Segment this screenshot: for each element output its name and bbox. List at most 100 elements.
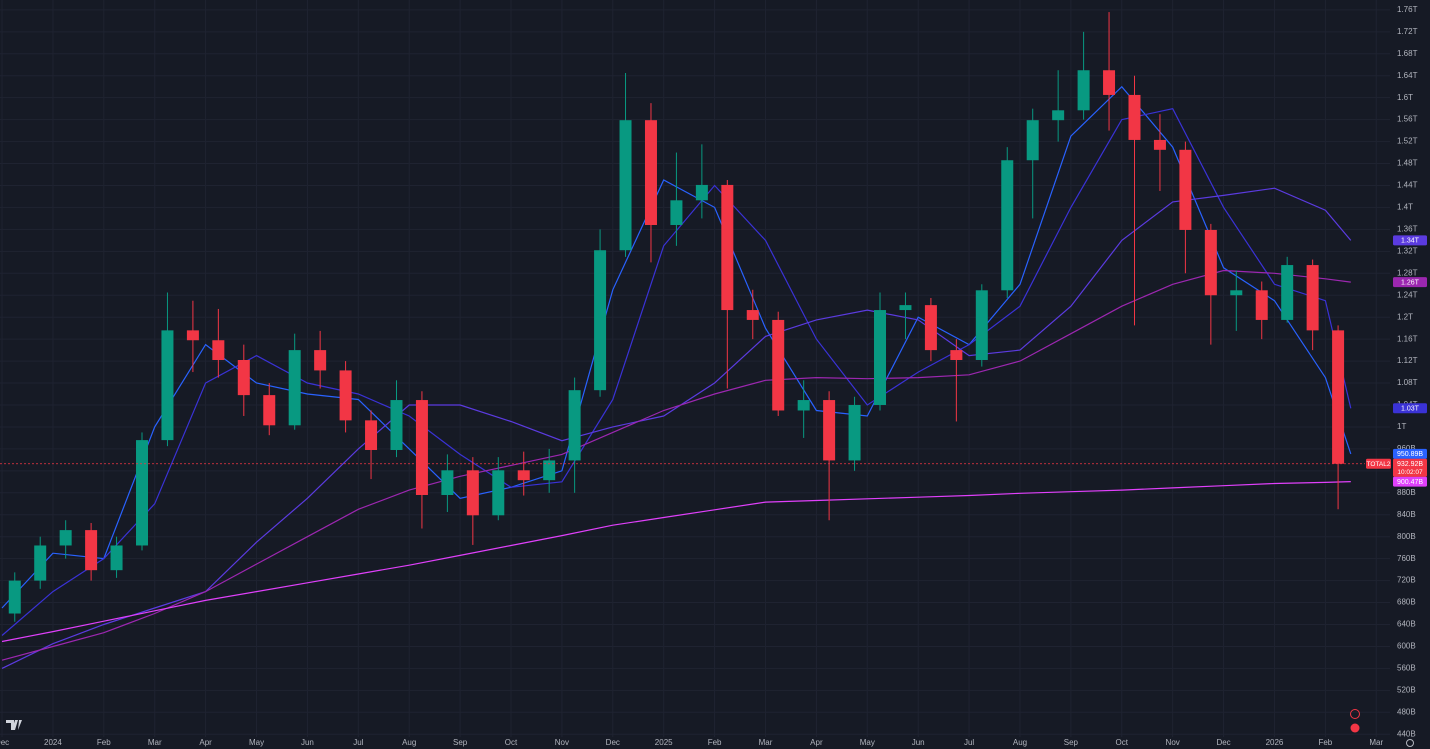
moving-average-line bbox=[1, 85, 1352, 609]
x-tick-label: 2024 bbox=[44, 738, 62, 747]
y-tick-label: 1.12T bbox=[1397, 356, 1418, 365]
candle-body bbox=[85, 530, 98, 571]
candle-body bbox=[924, 305, 937, 351]
x-tick-label: Jun bbox=[912, 738, 925, 747]
tradingview-logo bbox=[6, 720, 22, 730]
x-tick-label: Nov bbox=[555, 738, 569, 747]
candle-body bbox=[339, 370, 352, 421]
y-tick-label: 1.48T bbox=[1397, 159, 1418, 168]
candle-body bbox=[543, 460, 556, 481]
y-tick-label: 1T bbox=[1397, 422, 1406, 431]
y-tick-label: 560B bbox=[1397, 664, 1416, 673]
candle-body bbox=[1332, 330, 1345, 464]
candle-body bbox=[186, 330, 199, 341]
candle-body bbox=[1103, 70, 1116, 95]
y-tick-label: 720B bbox=[1397, 576, 1416, 585]
x-tick-label: Mar bbox=[148, 738, 162, 747]
y-tick-label: 1.24T bbox=[1397, 290, 1418, 299]
symbol-tag bbox=[1366, 458, 1391, 469]
y-tick-label: 800B bbox=[1397, 532, 1416, 541]
y-tick-label: 1.44T bbox=[1397, 181, 1418, 190]
candle-body bbox=[8, 580, 21, 614]
candle-body bbox=[797, 400, 810, 411]
y-tick-label: 1.52T bbox=[1397, 137, 1418, 146]
x-tick-label: Dec bbox=[1216, 738, 1230, 747]
price-tag bbox=[1393, 448, 1427, 459]
price-tag bbox=[1393, 458, 1427, 477]
price-tag bbox=[1393, 235, 1427, 246]
candle-body bbox=[823, 400, 836, 461]
y-tick-label: 1.6T bbox=[1397, 93, 1413, 102]
x-tick-label: Nov bbox=[1166, 738, 1180, 747]
price-tag-label: 1.26T bbox=[1401, 279, 1420, 286]
y-tick-label: 760B bbox=[1397, 554, 1416, 563]
candle-body bbox=[950, 350, 963, 360]
y-tick-label: 1.16T bbox=[1397, 334, 1418, 343]
candle-body bbox=[1001, 160, 1014, 291]
price-tag bbox=[1393, 403, 1427, 414]
candle-body bbox=[1179, 149, 1192, 230]
x-tick-label: Jun bbox=[301, 738, 314, 747]
price-tag-label: 932.92B bbox=[1397, 461, 1423, 468]
candle-body bbox=[1026, 120, 1039, 161]
candle-body bbox=[390, 400, 403, 450]
candle-body bbox=[237, 359, 250, 396]
candle-body bbox=[212, 340, 225, 360]
y-tick-label: 520B bbox=[1397, 685, 1416, 694]
moving-average-line bbox=[1, 269, 1351, 661]
candle-body bbox=[466, 470, 479, 516]
candle-body bbox=[1306, 265, 1319, 331]
candle-body bbox=[365, 420, 378, 450]
x-tick-label: Oct bbox=[1116, 738, 1129, 747]
x-tick-label: Aug bbox=[1013, 738, 1027, 747]
candle-body bbox=[1204, 229, 1217, 296]
x-tick-label: Jul bbox=[964, 738, 974, 747]
y-tick-label: 440B bbox=[1397, 729, 1416, 738]
x-tick-label: May bbox=[249, 738, 264, 747]
candle-body bbox=[594, 250, 607, 391]
y-tick-label: 1.4T bbox=[1397, 203, 1413, 212]
x-tick-label: Apr bbox=[199, 738, 212, 747]
y-tick-label: 1.2T bbox=[1397, 312, 1413, 321]
candle-body bbox=[568, 390, 581, 461]
price-tag-label: 1.03T bbox=[1401, 406, 1420, 413]
y-tick-label: 1.36T bbox=[1397, 224, 1418, 233]
candle-body bbox=[415, 400, 428, 495]
axes: 440B 480B 520B 560B 600B 640B 680B 720B 760B 800B… bbox=[0, 5, 1427, 747]
candle-body bbox=[1255, 290, 1268, 320]
countdown-label: 10:02:07 bbox=[1397, 469, 1423, 476]
price-tag-label: 900.47B bbox=[1397, 479, 1423, 486]
y-tick-label: 1.08T bbox=[1397, 378, 1418, 387]
candles bbox=[8, 12, 1345, 622]
y-tick-label: 480B bbox=[1397, 707, 1416, 716]
price-tag bbox=[1393, 277, 1427, 288]
y-tick-label: 640B bbox=[1397, 620, 1416, 629]
candle-body bbox=[670, 200, 683, 225]
x-tick-label: 2025 bbox=[655, 738, 673, 747]
candle-body bbox=[899, 305, 912, 311]
candle-body bbox=[1052, 110, 1065, 121]
candle-body bbox=[772, 319, 785, 411]
candle-body bbox=[619, 120, 632, 251]
y-tick-label: 840B bbox=[1397, 510, 1416, 519]
candle-body bbox=[136, 440, 149, 546]
moving-average-line bbox=[1, 481, 1351, 643]
candle-body bbox=[746, 310, 759, 320]
moving-average-line bbox=[1, 108, 1352, 636]
toolbar-icons[interactable] bbox=[1350, 709, 1414, 747]
grid bbox=[0, 0, 1390, 737]
x-tick-label: Dec bbox=[606, 738, 620, 747]
candle-body bbox=[161, 330, 174, 441]
x-tick-label: Mar bbox=[759, 738, 773, 747]
x-tick-label: Apr bbox=[810, 738, 823, 747]
x-tick-label: May bbox=[860, 738, 875, 747]
y-tick-label: 1.68T bbox=[1397, 49, 1418, 58]
x-tick-label: Oct bbox=[505, 738, 518, 747]
candle-body bbox=[59, 530, 72, 546]
candle-body bbox=[441, 470, 454, 495]
candle-body bbox=[492, 470, 505, 516]
candle-body bbox=[695, 184, 708, 201]
x-tick-label: Sep bbox=[1064, 738, 1079, 747]
moving-average-line bbox=[1, 187, 1352, 669]
